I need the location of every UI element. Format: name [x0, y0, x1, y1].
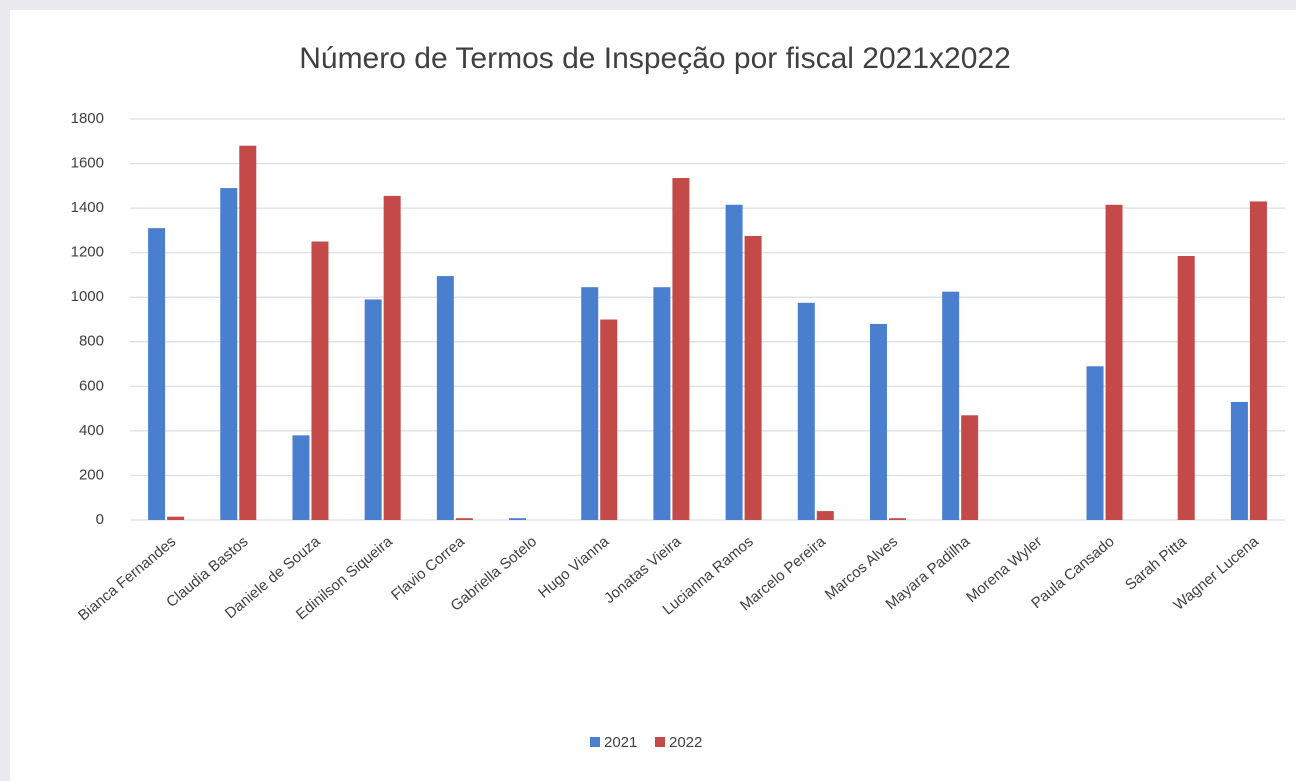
bar [383, 195, 401, 520]
y-tick-label: 1600 [71, 155, 104, 172]
bar [744, 235, 762, 521]
y-tick-label: 200 [79, 466, 104, 483]
y-tick-label: 400 [79, 422, 104, 439]
bar [455, 518, 473, 520]
bar [672, 178, 690, 520]
bar [888, 518, 906, 520]
bar [869, 323, 887, 520]
bar [1105, 204, 1123, 520]
y-tick-label: 0 [96, 511, 104, 528]
chart-title: Número de Termos de Inspeção por fiscal … [299, 42, 1011, 75]
y-tick-label: 800 [79, 333, 104, 350]
bar [600, 319, 618, 520]
bar [581, 287, 599, 520]
bar [167, 516, 185, 520]
bar [961, 415, 979, 520]
bar [436, 276, 454, 520]
bar [148, 228, 166, 520]
legend-label: 2022 [669, 734, 702, 751]
bar [725, 204, 743, 520]
bar [220, 188, 238, 521]
y-tick-label: 1800 [71, 110, 104, 127]
legend-swatch [655, 737, 665, 747]
bar [364, 299, 382, 520]
bar [1249, 201, 1267, 520]
bar [816, 511, 834, 520]
bar [942, 291, 960, 520]
legend-label: 2021 [604, 734, 637, 751]
y-tick-label: 1000 [71, 288, 104, 305]
legend-swatch [590, 737, 600, 747]
bar [1177, 256, 1195, 520]
bar [653, 287, 671, 520]
bar [239, 145, 257, 520]
y-tick-label: 1200 [71, 244, 104, 261]
bar [1230, 401, 1248, 520]
y-tick-label: 1400 [71, 199, 104, 216]
bar [797, 302, 815, 520]
bar [292, 435, 310, 520]
bar [311, 241, 329, 520]
bar [1086, 366, 1104, 520]
y-tick-label: 600 [79, 377, 104, 394]
bar [509, 518, 527, 520]
